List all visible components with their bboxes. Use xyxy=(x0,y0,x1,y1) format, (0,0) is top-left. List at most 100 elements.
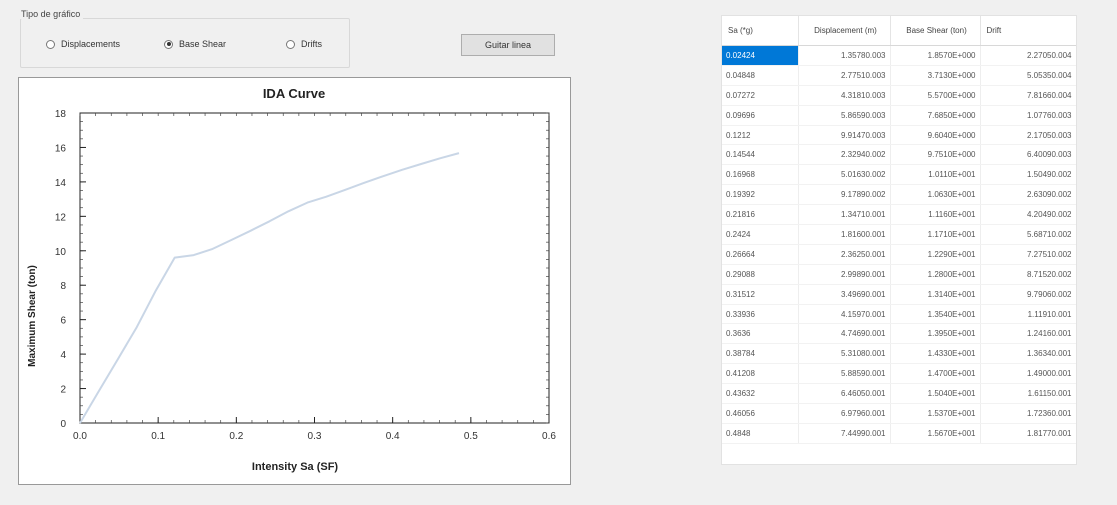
table-cell[interactable]: 6.46050.001 xyxy=(798,383,891,405)
table-cell[interactable]: 9.6040E+000 xyxy=(890,125,981,146)
table-cell[interactable]: 1.2800E+001 xyxy=(890,264,981,285)
table-cell[interactable]: 4.20490.002 xyxy=(980,204,1076,226)
table-cell[interactable]: 1.4700E+001 xyxy=(890,363,981,385)
table-cell[interactable]: 5.05350.004 xyxy=(980,65,1076,86)
table-cell[interactable]: 1.24160.001 xyxy=(980,323,1076,345)
table-row[interactable]: 0.29088 2.99890.001 1.2800E+001 8.71520.002 xyxy=(722,264,1076,285)
table-cell[interactable]: 1.36340.001 xyxy=(980,343,1076,365)
table-cell[interactable]: 9.17890.002 xyxy=(798,184,891,206)
table-cell[interactable]: 4.15970.001 xyxy=(798,304,891,325)
table-cell[interactable]: 1.1710E+001 xyxy=(890,224,981,245)
table-cell[interactable]: 1.5670E+001 xyxy=(890,423,981,444)
table-cell[interactable]: 7.44990.001 xyxy=(798,423,891,444)
table-cell[interactable]: 1.50490.002 xyxy=(980,164,1076,186)
table-cell[interactable]: 1.1160E+001 xyxy=(890,204,981,226)
table-cell[interactable]: 2.17050.003 xyxy=(980,125,1076,146)
radio-displacements-indicator[interactable] xyxy=(46,39,55,49)
table-cell[interactable]: 5.88590.001 xyxy=(798,363,891,385)
table-row[interactable]: 0.3636 4.74690.001 1.3950E+001 1.24160.001 xyxy=(722,323,1076,345)
table-row[interactable]: 0.26664 2.36250.001 1.2290E+001 7.27510.002 xyxy=(722,244,1076,265)
table-row[interactable]: 0.31512 3.49690.001 1.3140E+001 9.79060.002 xyxy=(722,284,1076,305)
table-cell[interactable]: 1.8570E+000 xyxy=(890,45,981,66)
table-cell[interactable]: 1.35780.003 xyxy=(798,45,891,66)
table-cell[interactable]: 1.07760.003 xyxy=(980,105,1076,126)
table-cell[interactable]: 0.38784 xyxy=(722,343,799,365)
table-cell[interactable]: 6.40090.003 xyxy=(980,144,1076,166)
table-row[interactable]: 0.16968 5.01630.002 1.0110E+001 1.50490.002 xyxy=(722,164,1076,186)
col-header-base-shear[interactable]: Base Shear (ton) xyxy=(890,16,981,46)
table-cell[interactable]: 0.04848 xyxy=(722,65,799,86)
table-row[interactable]: 0.33936 4.15970.001 1.3540E+001 1.11910.001 xyxy=(722,304,1076,325)
table-cell[interactable]: 3.7130E+000 xyxy=(890,65,981,86)
table-cell[interactable]: 1.3140E+001 xyxy=(890,284,981,305)
table-cell[interactable]: 9.79060.002 xyxy=(980,284,1076,305)
table-cell[interactable]: 0.43632 xyxy=(722,383,799,405)
table-cell[interactable]: 9.7510E+000 xyxy=(890,144,981,166)
table-cell[interactable]: 0.46056 xyxy=(722,403,799,424)
table-row[interactable]: 0.2424 1.81600.001 1.1710E+001 5.68710.002 xyxy=(722,224,1076,245)
table-cell[interactable]: 0.33936 xyxy=(722,304,799,325)
table-row[interactable]: 0.21816 1.34710.001 1.1160E+001 4.20490.002 xyxy=(722,204,1076,226)
table-cell[interactable]: 2.27050.004 xyxy=(980,45,1076,66)
table-cell[interactable]: 0.19392 xyxy=(722,184,799,206)
table-cell[interactable]: 2.63090.002 xyxy=(980,184,1076,206)
table-cell[interactable]: 1.5040E+001 xyxy=(890,383,981,405)
table-cell[interactable]: 0.3636 xyxy=(722,323,799,345)
table-cell[interactable]: 1.3540E+001 xyxy=(890,304,981,325)
table-cell[interactable]: 0.31512 xyxy=(722,284,799,305)
table-row[interactable]: 0.38784 5.31080.001 1.4330E+001 1.36340.001 xyxy=(722,343,1076,365)
radio-displacements[interactable]: Displacements xyxy=(46,39,120,49)
table-cell[interactable]: 5.31080.001 xyxy=(798,343,891,365)
table-cell[interactable]: 0.41208 xyxy=(722,363,799,385)
table-row[interactable]: 0.07272 4.31810.003 5.5700E+000 7.81660.004 xyxy=(722,85,1076,106)
table-cell[interactable]: 7.27510.002 xyxy=(980,244,1076,265)
table-cell[interactable]: 0.21816 xyxy=(722,204,799,226)
table-cell[interactable]: 3.49690.001 xyxy=(798,284,891,305)
table-cell[interactable]: 0.26664 xyxy=(722,244,799,265)
table-cell[interactable]: 0.14544 xyxy=(722,144,799,166)
table-cell[interactable]: 6.97960.001 xyxy=(798,403,891,424)
table-row[interactable]: 0.19392 9.17890.002 1.0630E+001 2.63090.002 xyxy=(722,184,1076,206)
table-row[interactable]: 0.1212 9.91470.003 9.6040E+000 2.17050.003 xyxy=(722,125,1076,146)
table-row[interactable]: 0.09696 5.86590.003 7.6850E+000 1.07760.003 xyxy=(722,105,1076,126)
table-cell[interactable]: 0.1212 xyxy=(722,125,799,146)
table-cell[interactable]: 5.5700E+000 xyxy=(890,85,981,106)
table-cell[interactable]: 0.2424 xyxy=(722,224,799,245)
table-cell[interactable]: 5.68710.002 xyxy=(980,224,1076,245)
table-row[interactable]: 0.14544 2.32940.002 9.7510E+000 6.40090.003 xyxy=(722,144,1076,166)
radio-base-shear-indicator[interactable] xyxy=(164,39,173,49)
table-cell[interactable]: 1.81600.001 xyxy=(798,224,891,245)
table-cell[interactable]: 8.71520.002 xyxy=(980,264,1076,285)
table-cell[interactable]: 2.77510.003 xyxy=(798,65,891,86)
table-row[interactable]: 0.02424 1.35780.003 1.8570E+000 2.27050.004 xyxy=(722,45,1076,66)
table-row[interactable]: 0.4848 7.44990.001 1.5670E+001 1.81770.001 xyxy=(722,423,1076,444)
table-cell[interactable]: 1.3950E+001 xyxy=(890,323,981,345)
table-cell[interactable]: 0.4848 xyxy=(722,423,799,444)
table-cell[interactable]: 2.36250.001 xyxy=(798,244,891,265)
table-cell[interactable]: 1.0110E+001 xyxy=(890,164,981,186)
save-lines-button[interactable]: Guitar linea xyxy=(461,34,555,56)
table-cell[interactable]: 1.81770.001 xyxy=(980,423,1076,444)
table-cell[interactable]: 1.34710.001 xyxy=(798,204,891,226)
table-cell[interactable]: 1.11910.001 xyxy=(980,304,1076,325)
table-cell[interactable]: 1.5370E+001 xyxy=(890,403,981,424)
table-cell[interactable]: 1.0630E+001 xyxy=(890,184,981,206)
radio-drifts-indicator[interactable] xyxy=(286,39,295,49)
table-cell[interactable]: 0.07272 xyxy=(722,85,799,106)
table-cell[interactable]: 2.99890.001 xyxy=(798,264,891,285)
radio-drifts[interactable]: Drifts xyxy=(286,39,322,49)
table-row[interactable]: 0.41208 5.88590.001 1.4700E+001 1.49000.001 xyxy=(722,363,1076,385)
table-cell[interactable]: 1.72360.001 xyxy=(980,403,1076,424)
table-cell[interactable]: 5.01630.002 xyxy=(798,164,891,186)
results-table[interactable]: Sa (*g) Displacement (m) Base Shear (ton… xyxy=(721,15,1077,465)
table-row[interactable]: 0.04848 2.77510.003 3.7130E+000 5.05350.004 xyxy=(722,65,1076,86)
col-header-drift[interactable]: Drift xyxy=(980,16,1076,46)
table-cell[interactable]: 1.49000.001 xyxy=(980,363,1076,385)
radio-base-shear[interactable]: Base Shear xyxy=(164,39,226,49)
table-cell[interactable]: 4.74690.001 xyxy=(798,323,891,345)
table-cell[interactable]: 7.81660.004 xyxy=(980,85,1076,106)
table-cell[interactable]: 0.09696 xyxy=(722,105,799,126)
table-row[interactable]: 0.43632 6.46050.001 1.5040E+001 1.61150.001 xyxy=(722,383,1076,405)
table-cell[interactable]: 1.61150.001 xyxy=(980,383,1076,405)
table-cell[interactable]: 2.32940.002 xyxy=(798,144,891,166)
